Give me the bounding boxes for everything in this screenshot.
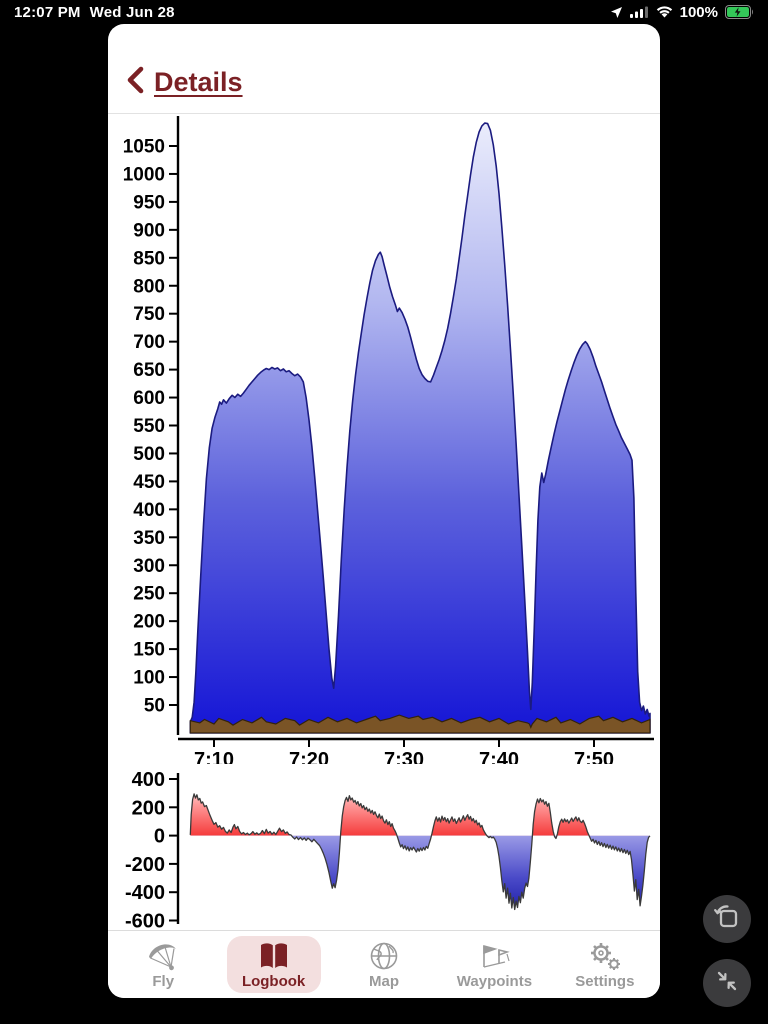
- svg-text:850: 850: [133, 248, 165, 269]
- svg-text:750: 750: [133, 304, 165, 325]
- svg-text:650: 650: [133, 360, 165, 381]
- collapse-window-button[interactable]: [703, 959, 751, 1007]
- svg-text:50: 50: [144, 696, 165, 717]
- svg-text:-400: -400: [125, 882, 165, 904]
- svg-text:0: 0: [154, 826, 165, 848]
- status-bar: 12:07 PM Wed Jun 28 100%: [0, 0, 768, 24]
- navigation-header: Details: [108, 24, 660, 114]
- battery-percent: 100%: [679, 3, 718, 21]
- svg-text:400: 400: [133, 500, 165, 521]
- svg-text:150: 150: [133, 640, 165, 661]
- tab-waypoints-label: Waypoints: [456, 973, 533, 990]
- svg-text:500: 500: [133, 444, 165, 465]
- svg-text:300: 300: [133, 556, 165, 577]
- svg-text:450: 450: [133, 472, 165, 493]
- flags-icon: [475, 940, 513, 972]
- svg-text:-200: -200: [125, 854, 165, 876]
- paraglider-icon: [145, 940, 181, 972]
- app-window: Details 50 100 150 200 250 300 350 400 450 500 550…: [108, 24, 660, 998]
- logbook-icon: [257, 940, 291, 972]
- svg-text:250: 250: [133, 584, 165, 605]
- tab-map[interactable]: Map: [329, 931, 439, 998]
- svg-text:7:40: 7:40: [479, 749, 519, 764]
- svg-text:200: 200: [132, 797, 165, 819]
- cellular-icon: [629, 6, 649, 18]
- gears-icon: [587, 940, 623, 972]
- rotate-icon: [712, 902, 742, 937]
- altitude-chart: 50 100 150 200 250 300 350 400 450 500 550 600 650 70…: [123, 116, 654, 764]
- status-date: Wed Jun 28: [89, 3, 175, 21]
- svg-text:700: 700: [133, 332, 165, 353]
- rotate-screen-button[interactable]: [703, 895, 751, 943]
- tab-settings-label: Settings: [575, 973, 635, 990]
- svg-text:350: 350: [133, 528, 165, 549]
- svg-text:7:20: 7:20: [289, 749, 329, 764]
- svg-text:7:30: 7:30: [384, 749, 424, 764]
- svg-text:950: 950: [133, 192, 165, 213]
- tab-logbook[interactable]: Logbook: [218, 931, 328, 998]
- location-icon: [610, 6, 623, 19]
- wifi-icon: [656, 6, 673, 18]
- battery-icon: [725, 5, 754, 19]
- vario-chart: 400 200 0 -200 -400 -600: [125, 769, 651, 931]
- svg-text:1050: 1050: [123, 137, 165, 158]
- chevron-left-icon: [126, 66, 144, 99]
- tab-fly-label: Fly: [152, 973, 175, 990]
- svg-text:550: 550: [133, 416, 165, 437]
- svg-text:400: 400: [132, 769, 165, 791]
- svg-text:100: 100: [133, 668, 165, 689]
- svg-text:7:50: 7:50: [574, 749, 614, 764]
- svg-text:200: 200: [133, 612, 165, 633]
- tab-waypoints[interactable]: Waypoints: [439, 931, 549, 998]
- svg-text:900: 900: [133, 220, 165, 241]
- svg-text:800: 800: [133, 276, 165, 297]
- tab-fly[interactable]: Fly: [108, 931, 218, 998]
- back-button[interactable]: Details: [126, 66, 243, 99]
- back-button-label: Details: [154, 67, 243, 97]
- svg-text:600: 600: [133, 388, 165, 409]
- svg-text:7:10: 7:10: [194, 749, 234, 764]
- tab-logbook-label: Logbook: [241, 973, 306, 990]
- svg-text:-600: -600: [125, 911, 165, 931]
- tab-map-label: Map: [369, 973, 400, 990]
- status-time: 12:07 PM: [14, 3, 81, 21]
- tab-bar: Fly Logbook: [108, 930, 660, 998]
- globe-icon: [367, 940, 401, 972]
- collapse-arrows-icon: [712, 966, 742, 1001]
- svg-text:1000: 1000: [123, 164, 165, 185]
- tab-settings[interactable]: Settings: [550, 931, 660, 998]
